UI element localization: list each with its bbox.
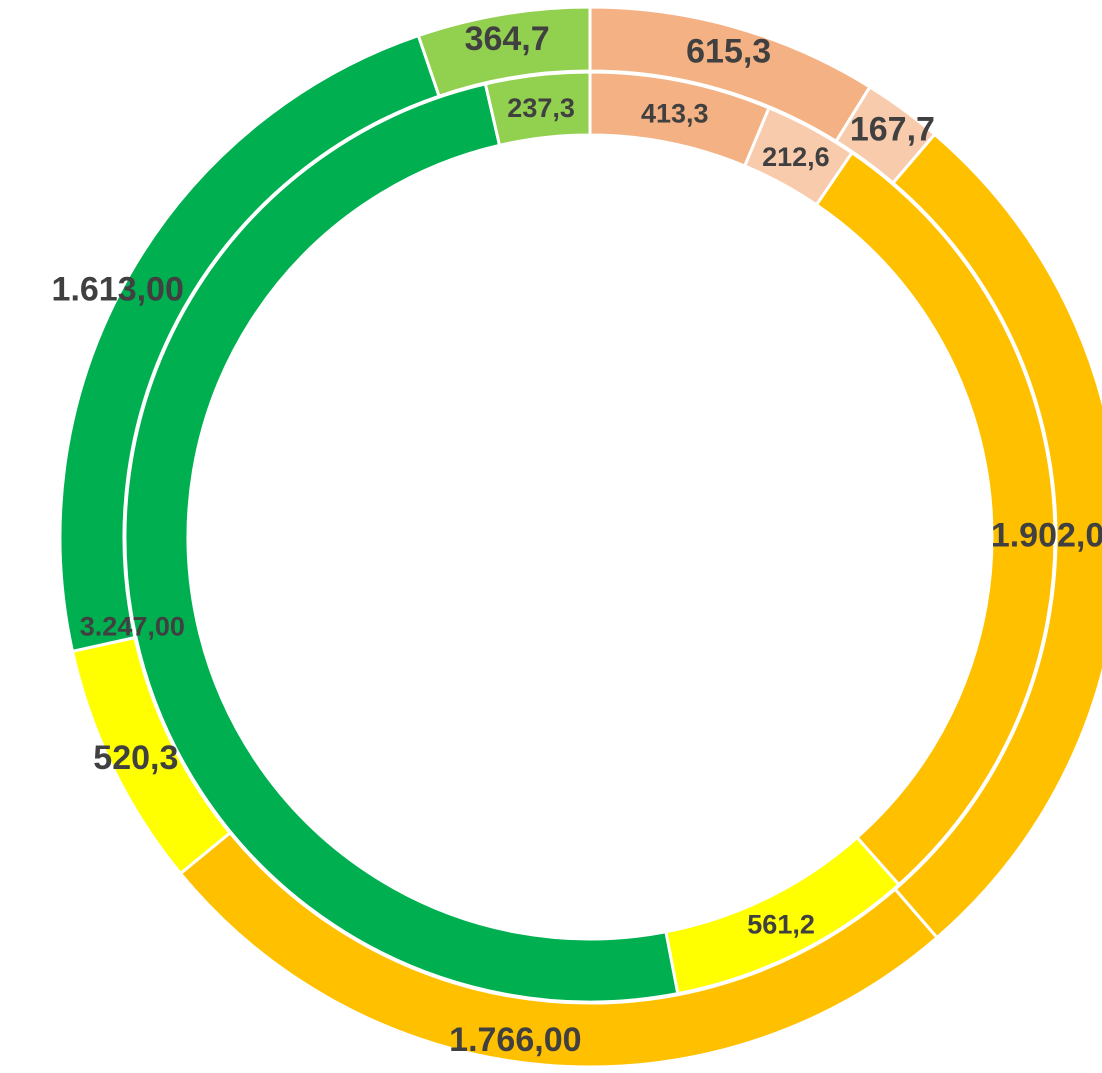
outer-ring-data-label-364-7: 364,7 (465, 20, 550, 58)
inner-ring-data-label-212-6: 212,6 (762, 142, 830, 172)
outer-ring-data-label-615-3: 615,3 (686, 32, 771, 70)
inner-ring-slice-5 (483, 70, 592, 148)
outer-ring-data-label-520-3: 520,3 (93, 739, 178, 777)
inner-ring-data-label-561-2: 561,2 (747, 909, 815, 939)
inner-ring-data-label-413-3: 413,3 (641, 98, 709, 128)
labels-layer: 615,3 167,7 1.902,00 1.766,00 520,3 1.613,00 3… (52, 20, 1102, 1059)
outer-ring-data-label-1-766-00: 1.766,00 (449, 1021, 581, 1059)
inner-ring-data-label-3-247-00: 3.247,00 (80, 611, 185, 641)
outer-ring-data-label-1-902-00: 1.902,00 (991, 517, 1102, 555)
slices-layer (58, 5, 1102, 1069)
outer-ring-data-label-167-7: 167,7 (850, 111, 935, 149)
outer-ring-data-label-1-613-00: 1.613,00 (52, 271, 184, 309)
inner-ring-slice-4 (123, 82, 680, 1004)
inner-ring-data-label-237-3: 237,3 (507, 93, 575, 123)
